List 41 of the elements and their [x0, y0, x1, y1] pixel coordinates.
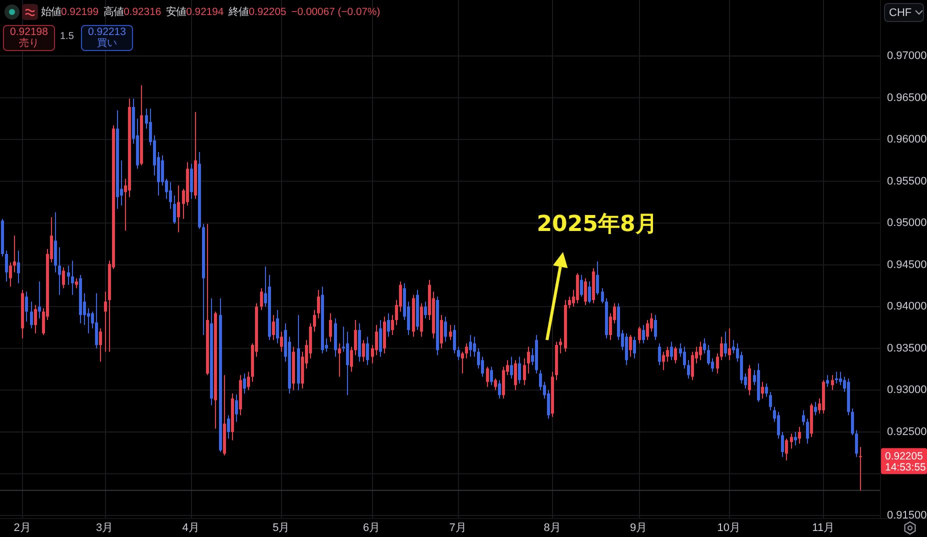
y-tick-label: 0.97000 [887, 50, 927, 62]
annotation: 始値0.92199 [41, 7, 99, 18]
annotation: 買い [97, 38, 117, 49]
x-tick-label: 5月 [272, 522, 290, 534]
y-tick-label: 0.92500 [887, 426, 927, 438]
text: 14:53:55 [885, 462, 926, 474]
y-tick-label: 0.95500 [887, 175, 927, 188]
y-tick-label: 0.91500 [887, 509, 927, 522]
x-tick-label: 3月 [96, 522, 114, 534]
y-tick-label: 0.94500 [887, 258, 927, 271]
y-tick-label: 0.93000 [887, 384, 927, 396]
candlestick [38, 282, 41, 318]
annotation: 安値0.92194 [166, 7, 224, 18]
currency-dropdown: CHF [884, 3, 924, 22]
x-tick-label: 11月 [812, 522, 835, 534]
buy-button: 0.92213 買い [81, 25, 133, 51]
text: 0.92205 [885, 450, 924, 463]
x-tick-label: 2月 [14, 522, 31, 534]
sell-button: 0.92198 売り [3, 25, 55, 51]
annotation: 売り [19, 38, 39, 49]
y-tick-label: 0.95000 [887, 217, 927, 230]
candlestick [13, 236, 16, 272]
x-tick-label: 7月 [449, 522, 466, 534]
annotation: 1.5 [60, 31, 74, 43]
x-tick-label: 6月 [362, 522, 380, 534]
candlestick [338, 343, 341, 377]
candlestick [859, 446, 862, 490]
y-tick-label: 0.96000 [887, 134, 927, 146]
annotation: 0.92198 [10, 26, 48, 38]
annotation: 高値0.92316 [104, 7, 162, 18]
x-tick-label: 8月 [544, 522, 561, 534]
y-tick-label: 0.94000 [887, 300, 927, 313]
y-tick-label: 0.96500 [887, 92, 927, 104]
x-tick-label: 9月 [630, 522, 648, 534]
y-tick-label: 0.93500 [887, 342, 927, 354]
annotation: −0.00067 (−0.07%) [291, 6, 380, 18]
x-tick-label: 10月 [717, 522, 741, 534]
annotation: 終値0.92205 [228, 7, 286, 18]
x-tick-label: 4月 [182, 522, 200, 534]
annotation: 2025年8月 [536, 212, 658, 237]
annotation: 0.92213 [88, 26, 126, 38]
